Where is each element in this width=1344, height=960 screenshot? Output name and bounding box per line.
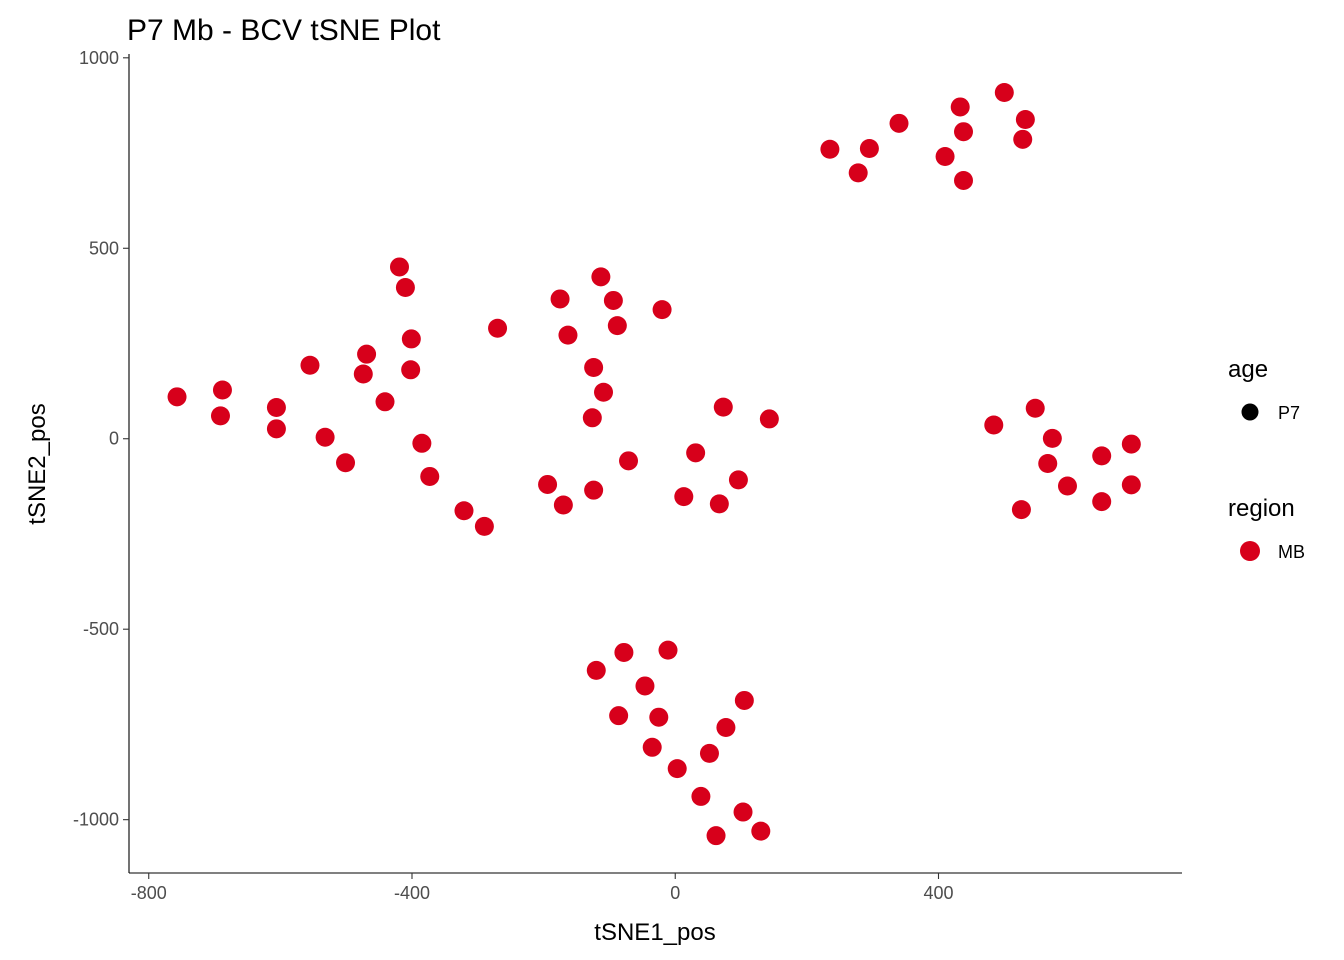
legend-title-region: region	[1228, 495, 1295, 522]
chart-title: P7 Mb - BCV tSNE Plot	[127, 14, 441, 47]
data-point	[420, 466, 440, 486]
data-point	[652, 300, 672, 320]
data-point	[619, 451, 639, 471]
data-point	[550, 289, 570, 309]
data-point	[584, 358, 604, 378]
legend-title-age: age	[1228, 356, 1268, 383]
data-point	[401, 360, 421, 380]
data-point	[614, 642, 634, 662]
data-point	[1042, 428, 1062, 448]
data-point	[582, 408, 602, 428]
x-tick-label: -800	[131, 883, 167, 903]
data-point	[594, 382, 614, 402]
data-point	[538, 474, 558, 494]
data-point	[713, 397, 733, 417]
legend-label-mb: MB	[1278, 542, 1305, 562]
data-point	[728, 470, 748, 490]
data-point	[716, 717, 736, 737]
data-point	[658, 640, 678, 660]
data-point	[266, 398, 286, 418]
data-point	[212, 380, 232, 400]
data-point	[1121, 475, 1141, 495]
data-point	[1025, 398, 1045, 418]
data-point	[336, 453, 356, 473]
data-point	[1038, 454, 1058, 473]
data-point	[686, 443, 706, 463]
y-tick-label: 1000	[79, 48, 119, 68]
y-tick-label: -1000	[73, 810, 119, 830]
data-point	[584, 480, 604, 500]
data-point	[706, 826, 726, 846]
data-point	[609, 706, 629, 726]
data-point	[395, 278, 415, 298]
data-point	[848, 163, 868, 183]
data-point	[1057, 476, 1077, 496]
data-point	[733, 802, 753, 822]
data-point	[1121, 434, 1141, 454]
x-tick-label: 400	[923, 883, 953, 903]
data-point	[167, 387, 187, 407]
data-point	[984, 415, 1004, 435]
data-point	[950, 97, 970, 117]
data-point	[709, 494, 729, 514]
data-point	[300, 355, 320, 375]
data-point	[859, 138, 879, 158]
data-point	[591, 267, 611, 287]
data-point	[315, 427, 335, 447]
data-point	[454, 501, 474, 521]
data-point	[1092, 446, 1112, 466]
data-point	[649, 707, 669, 727]
x-tick-label: 0	[670, 883, 680, 903]
data-point	[389, 257, 409, 277]
data-point	[674, 487, 694, 507]
data-point	[412, 433, 432, 453]
x-axis-ticks: -800 -400 0 400	[131, 873, 954, 903]
data-point	[751, 821, 771, 841]
data-point	[1011, 500, 1031, 520]
data-point	[1015, 110, 1035, 130]
data-point	[210, 406, 230, 426]
x-tick-label: -400	[394, 883, 430, 903]
data-point	[935, 146, 955, 166]
data-point	[266, 419, 286, 439]
data-point	[691, 786, 711, 806]
data-point	[667, 759, 687, 779]
data-point	[635, 676, 655, 696]
data-point	[357, 344, 377, 364]
data-point	[994, 82, 1014, 102]
data-point	[759, 409, 779, 429]
y-axis-label: tSNE2_pos	[24, 403, 51, 524]
data-point	[889, 113, 909, 133]
data-points	[167, 82, 1141, 846]
data-point	[607, 316, 627, 336]
data-point	[820, 139, 840, 159]
y-axis-ticks: 1000 500 0 -500 -1000	[73, 48, 129, 830]
y-tick-label: 0	[109, 429, 119, 449]
legend-label-p7: P7	[1278, 403, 1300, 423]
data-point	[954, 122, 974, 142]
data-point	[375, 392, 395, 412]
y-tick-label: -500	[83, 619, 119, 639]
data-point	[401, 329, 421, 349]
data-point	[586, 660, 606, 680]
data-point	[488, 318, 508, 338]
data-point	[558, 325, 578, 345]
data-point	[353, 364, 373, 384]
data-point	[734, 690, 754, 710]
data-point	[954, 170, 974, 190]
data-point	[1092, 492, 1112, 512]
data-point	[603, 290, 623, 310]
data-point	[642, 737, 662, 757]
legend: age P7 region MB	[1228, 356, 1305, 562]
data-point	[699, 743, 719, 763]
legend-key-age-p7	[1241, 403, 1259, 421]
legend-key-region-mb	[1240, 541, 1260, 561]
data-point	[474, 516, 494, 536]
data-point	[1013, 129, 1033, 149]
x-axis-label: tSNE1_pos	[594, 919, 715, 946]
data-point	[553, 495, 573, 515]
y-tick-label: 500	[89, 238, 119, 258]
